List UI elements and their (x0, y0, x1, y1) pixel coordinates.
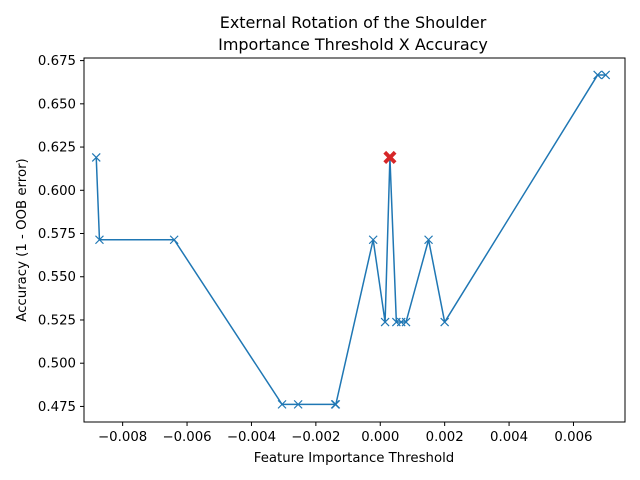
data-point (380, 317, 390, 327)
chart-subtitle: Importance Threshold X Accuracy (218, 35, 488, 54)
plot-area (91, 70, 611, 409)
y-tick-label: 0.625 (38, 141, 76, 156)
y-tick-label: 0.600 (38, 184, 76, 199)
x-tick-label: 0.004 (490, 430, 528, 445)
data-point (424, 235, 433, 245)
x-tick-label: −0.004 (227, 430, 276, 445)
y-tick-label: 0.525 (38, 313, 76, 328)
data-point (401, 317, 411, 327)
data-point (169, 235, 179, 245)
y-tick-label: 0.675 (38, 54, 76, 69)
series-line (95, 74, 606, 406)
x-tick-label: −0.002 (291, 430, 340, 445)
x-axis: −0.008 −0.006 −0.004 −0.002 0.000 0.002 0.004 0… (98, 422, 593, 445)
y-axis: 0.475 0.500 0.525 0.550 0.575 0.600 0.625 0.650… (38, 54, 84, 415)
data-point (440, 317, 450, 327)
x-tick-label: 0.000 (361, 430, 399, 445)
y-tick-label: 0.650 (38, 97, 76, 112)
data-point (277, 399, 287, 409)
y-tick-label: 0.575 (38, 227, 76, 242)
data-point (95, 235, 104, 245)
y-tick-label: 0.500 (38, 357, 76, 372)
chart-title: External Rotation of the Shoulder (220, 13, 487, 32)
x-tick-label: −0.008 (98, 430, 147, 445)
x-tick-label: 0.006 (554, 430, 592, 445)
data-point (593, 70, 603, 80)
data-point (91, 153, 101, 162)
x-tick-label: −0.006 (162, 430, 211, 445)
axes-frame (83, 57, 626, 423)
data-point (368, 235, 378, 245)
data-point (293, 399, 303, 409)
x-tick-label: 0.002 (426, 430, 464, 445)
data-point (331, 399, 341, 409)
y-tick-label: 0.475 (38, 400, 76, 415)
y-axis-label: Accuracy (1 - OOB error) (15, 158, 30, 322)
best-threshold-marker (383, 150, 397, 164)
y-tick-label: 0.550 (38, 270, 76, 285)
data-point (601, 70, 611, 80)
x-axis-label: Feature Importance Threshold (254, 451, 454, 466)
